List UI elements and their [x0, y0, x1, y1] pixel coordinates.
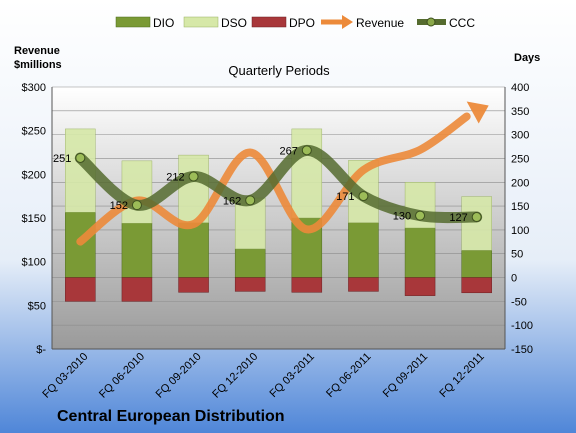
left-tick-label: $200: [22, 169, 46, 181]
legend-swatch-dio: [115, 16, 151, 28]
ccc-data-labels: 251 152 212 162 267 171 130 127: [53, 145, 468, 224]
legend-label-revenue: Revenue: [356, 16, 404, 30]
ccc-marker: [75, 152, 86, 163]
bar-dso: [121, 160, 153, 224]
legend-swatch-ccc-marker: [426, 17, 436, 27]
ccc-data-label: 267: [279, 145, 297, 157]
ccc-marker: [188, 171, 199, 182]
series-lines: [74, 101, 489, 246]
ccc-marker: [301, 145, 312, 156]
bar-dio: [348, 222, 379, 278]
bar-dpo: [178, 277, 209, 293]
right-tick-label: 0: [511, 273, 517, 285]
ccc-marker: [131, 200, 142, 211]
right-axis-ticks: -150 -100 -50 0 50 100 150 200 250 300 350 400: [511, 82, 533, 356]
left-tick-label: $-: [36, 344, 46, 356]
ccc-marker: [471, 212, 482, 223]
chart-subtitle: Quarterly Periods: [228, 63, 330, 78]
chart-title: Central European Distribution: [57, 408, 285, 425]
right-tick-label: 200: [511, 177, 529, 189]
bar-dpo: [348, 277, 379, 292]
right-axis-title: Days: [514, 52, 540, 64]
bar-dpo: [121, 277, 153, 302]
right-tick-label: 100: [511, 225, 529, 237]
bar-dpo: [234, 277, 266, 292]
right-tick-label: 150: [511, 201, 529, 213]
left-tick-label: $100: [22, 257, 46, 269]
bar-dio: [121, 222, 153, 278]
left-tick-label: $250: [22, 126, 46, 138]
right-tick-label: 350: [511, 106, 529, 118]
right-tick-label: 250: [511, 153, 529, 165]
right-tick-label: -150: [511, 344, 533, 356]
ccc-data-label: 127: [449, 212, 467, 224]
left-tick-label: $150: [22, 213, 46, 225]
right-tick-label: 50: [511, 249, 523, 261]
legend-label-dso: DSO: [221, 16, 247, 30]
right-tick-label: 400: [511, 82, 529, 94]
legend-swatch-dso: [183, 16, 219, 28]
ccc-marker: [358, 191, 369, 202]
legend-label-dio: DIO: [153, 16, 174, 30]
right-tick-label: 300: [511, 130, 529, 142]
ccc-marker: [415, 210, 426, 221]
left-axis-title-line2: $millions: [14, 59, 62, 71]
ccc-data-label: 251: [53, 153, 71, 165]
legend: DIO DSO DPO Revenue CCC: [115, 15, 475, 30]
left-tick-label: $300: [22, 82, 46, 94]
bar-dso: [461, 196, 492, 251]
legend-label-dpo: DPO: [289, 16, 315, 30]
bar-dio: [404, 227, 436, 278]
ccc-data-label: 152: [110, 200, 128, 212]
ccc-marker: [245, 195, 256, 206]
bar-dso: [291, 128, 323, 219]
left-tick-label: $50: [28, 300, 46, 312]
left-axis-ticks: $- $50 $100 $150 $200 $250 $300: [22, 82, 47, 356]
legend-label-ccc: CCC: [449, 16, 475, 30]
right-tick-label: -50: [511, 296, 527, 308]
legend-swatch-revenue-arrow: [342, 15, 353, 29]
bar-dio: [461, 250, 492, 278]
bar-dio: [178, 222, 209, 278]
bar-dio: [234, 248, 266, 278]
ccc-data-label: 130: [393, 211, 411, 223]
left-axis-title-line1: Revenue: [14, 45, 60, 57]
legend-swatch-dpo: [251, 16, 287, 28]
revenue-arrowhead: [466, 101, 489, 124]
bar-dpo: [404, 277, 436, 296]
bar-dpo: [461, 277, 492, 294]
right-tick-label: -100: [511, 320, 533, 332]
ccc-data-label: 171: [336, 191, 354, 203]
bar-dpo: [291, 277, 323, 293]
bar-dpo: [65, 277, 96, 302]
ccc-data-label: 162: [223, 195, 241, 207]
ccc-data-label: 212: [166, 172, 184, 184]
